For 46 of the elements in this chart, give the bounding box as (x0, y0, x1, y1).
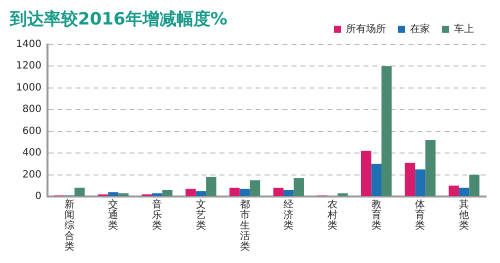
x-tick-label: 交通类 (108, 198, 118, 232)
bar (469, 174, 480, 196)
bar (229, 188, 240, 196)
bar (162, 190, 172, 196)
bar (458, 188, 470, 196)
x-tick-label: 都市生活类 (240, 198, 250, 252)
bar (294, 178, 304, 196)
y-tick-label: 600 (22, 126, 42, 137)
bar (250, 180, 260, 196)
x-tick-label: 其他类 (459, 198, 470, 232)
chart-title: 到达率较2016年增减幅度% (9, 10, 228, 30)
bar (118, 193, 129, 196)
x-tick-label: 文艺类 (196, 198, 206, 232)
bar (404, 162, 416, 196)
bar (284, 190, 294, 196)
bar (186, 188, 196, 196)
legend-label: 车上 (454, 22, 474, 35)
y-tick-label: 200 (22, 169, 42, 180)
y-tick-label: 1000 (16, 82, 42, 94)
bar (206, 176, 216, 196)
bar (152, 193, 162, 196)
bar (196, 191, 206, 196)
x-tick-label: 体育类 (415, 198, 426, 232)
x-tick-label: 音乐类 (152, 198, 162, 232)
bar (361, 150, 372, 196)
bar (74, 188, 85, 196)
x-tick-label: 经济类 (284, 198, 294, 232)
x-tick-label: 农村类 (326, 199, 338, 232)
bar (381, 66, 392, 196)
bar (415, 169, 426, 196)
bar (240, 188, 250, 196)
bar (338, 193, 348, 196)
x-tick-label: 新闻综合类 (64, 198, 74, 252)
x-tick-label: 教育类 (371, 199, 382, 232)
y-tick-label: 1400 (16, 38, 42, 50)
bar (371, 164, 382, 196)
y-tick-label: 1200 (16, 60, 42, 72)
legend-label: 所有场所 (346, 22, 386, 35)
y-tick-label: 0 (35, 191, 42, 202)
bar (448, 186, 459, 196)
y-tick-label: 800 (22, 104, 42, 116)
bar (108, 192, 118, 196)
bar (425, 140, 436, 196)
legend-label: 在家 (410, 22, 430, 35)
bar (273, 188, 284, 196)
y-tick-label: 400 (22, 148, 42, 159)
